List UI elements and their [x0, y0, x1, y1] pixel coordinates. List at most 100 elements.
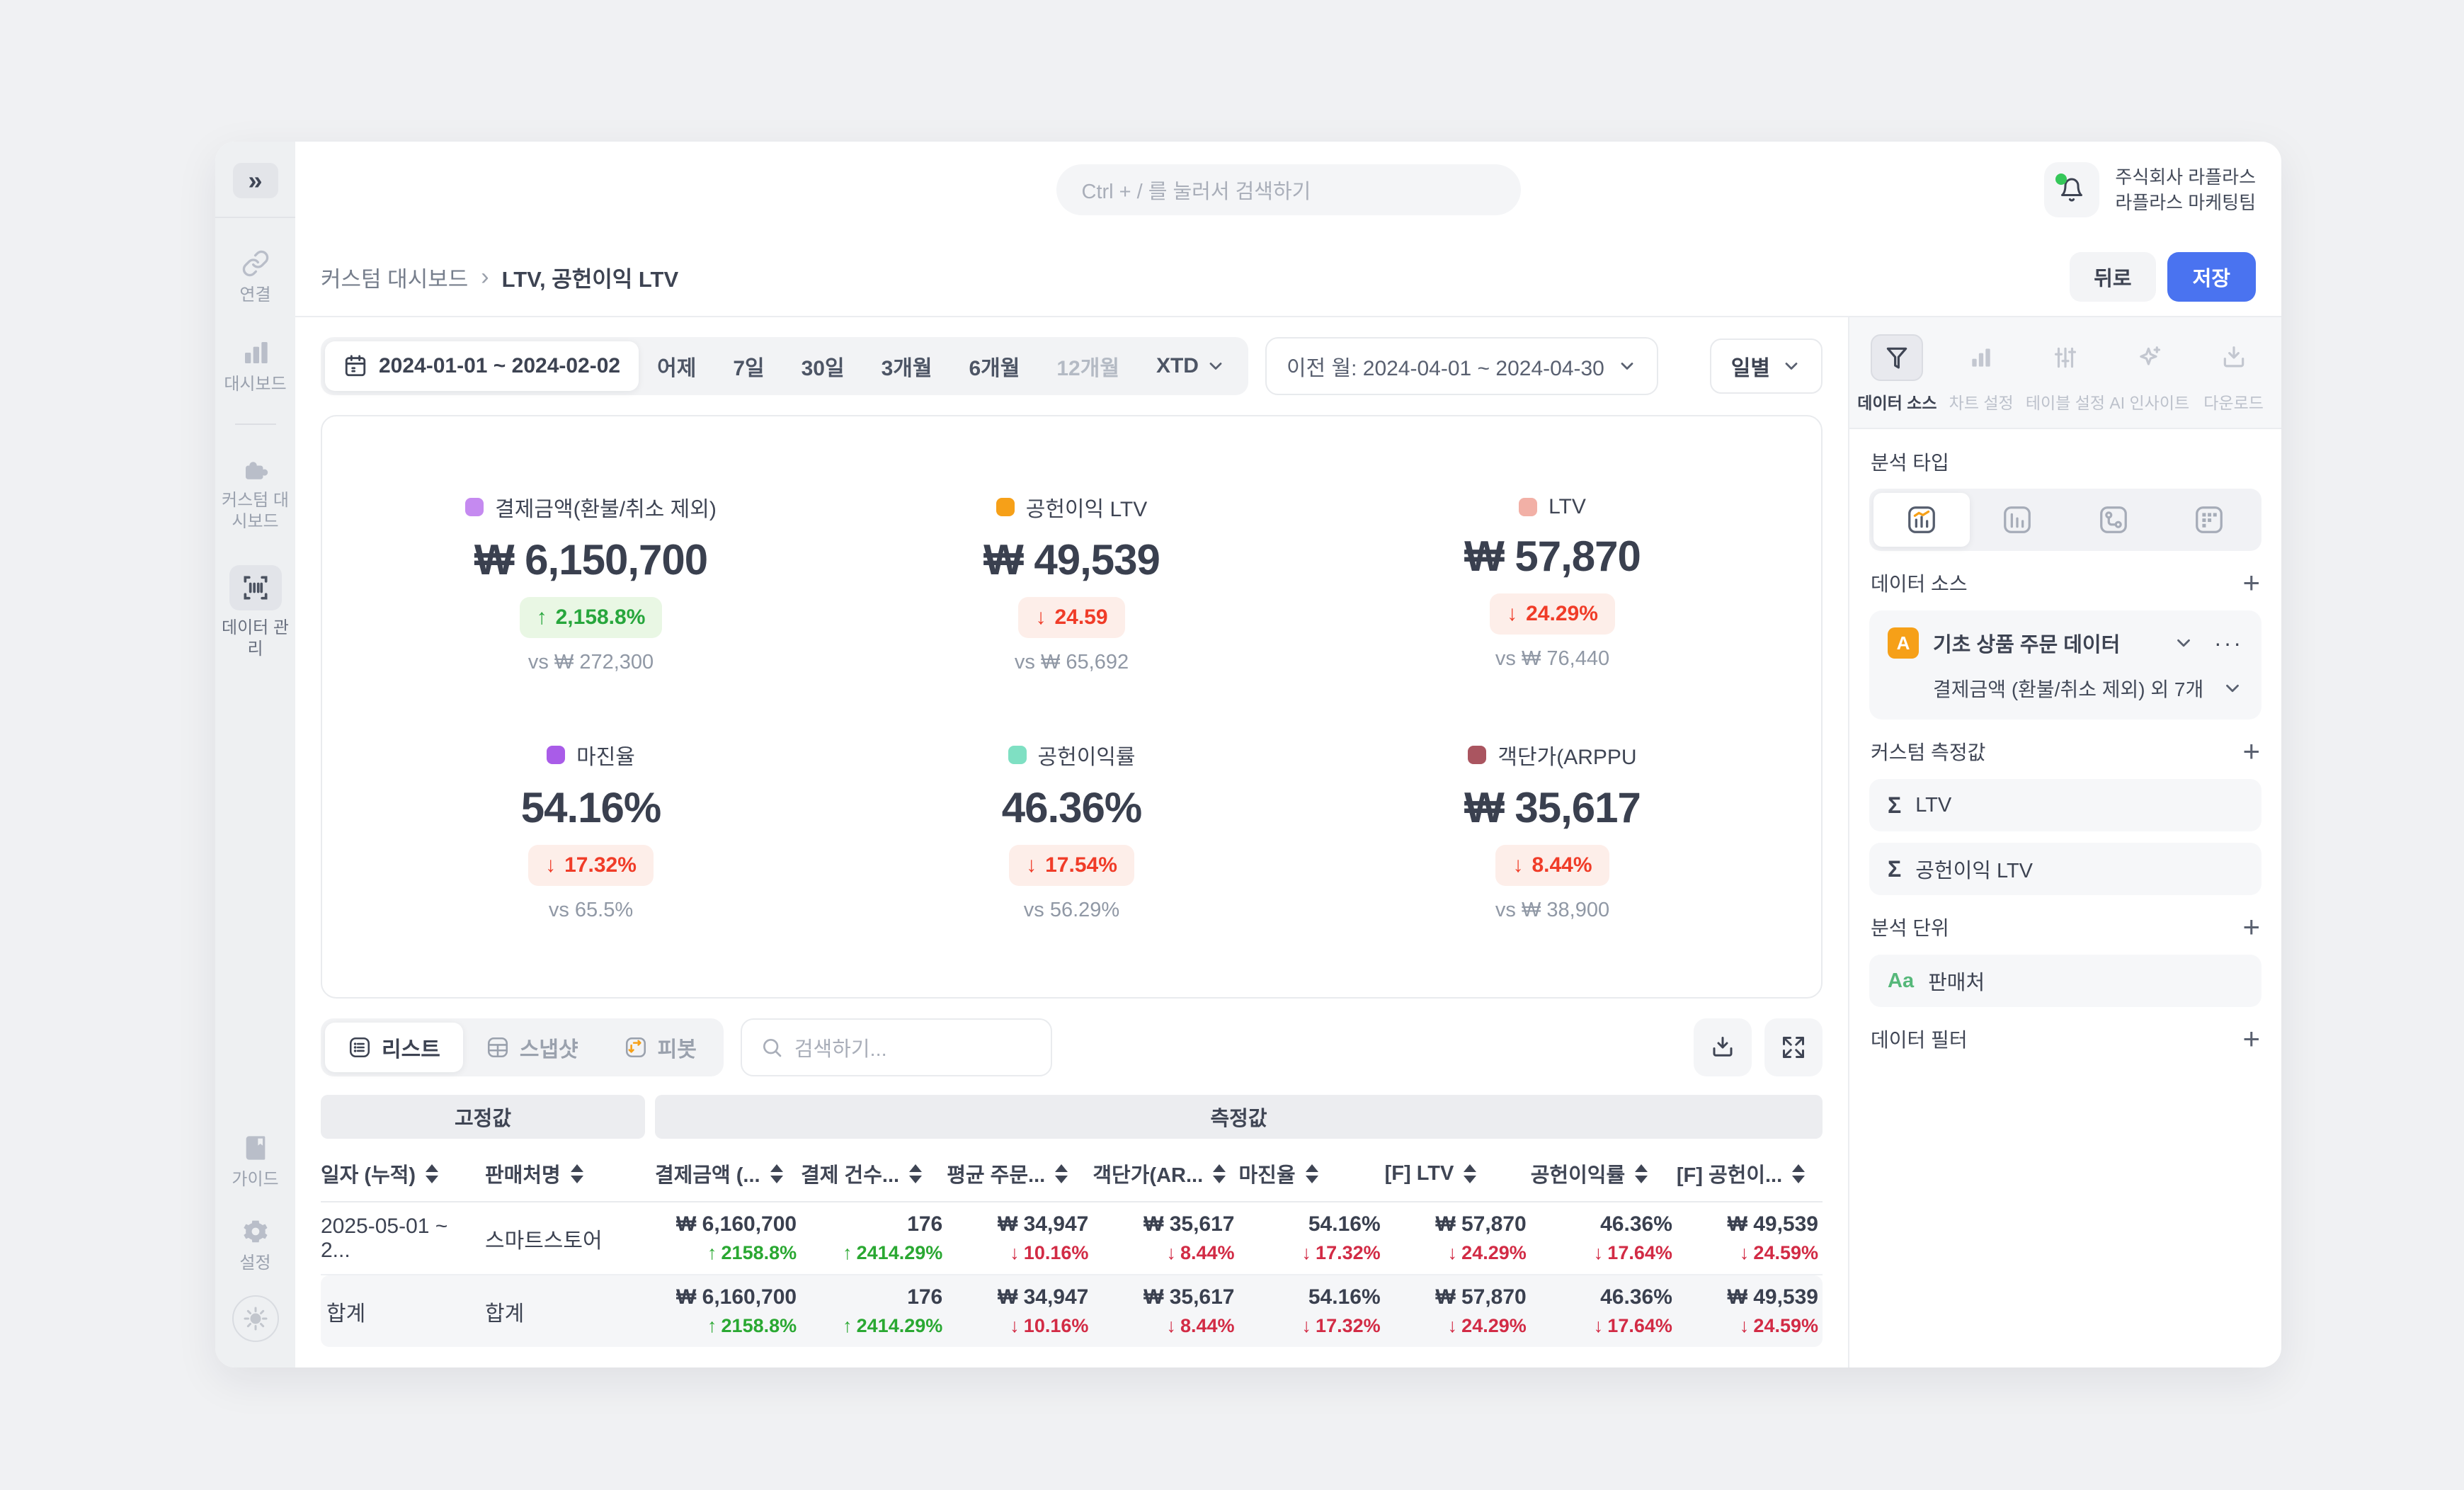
analysis-type-funnel-graph[interactable] — [2065, 493, 2162, 547]
trend-arrow-icon: ↓ — [1593, 1315, 1604, 1336]
kpi-value: ₩ 35,617 — [1464, 784, 1641, 831]
fullscreen-button[interactable] — [1764, 1018, 1823, 1076]
sort-icon[interactable] — [1464, 1164, 1477, 1183]
kpi-comparison: vs 56.29% — [1023, 899, 1120, 921]
column-header[interactable]: [F] LTV — [1385, 1162, 1531, 1185]
column-header[interactable]: 일자 (누적) — [321, 1159, 485, 1188]
panel-tab-ai-insight[interactable]: AI 인사이트 — [2107, 334, 2191, 414]
table-search-input[interactable]: 검색하기... — [740, 1018, 1052, 1076]
tab-snapshot[interactable]: 스냅샷 — [463, 1023, 601, 1072]
cell-metric: ₩ 6,160,700 ↑ 2158.8% — [676, 1212, 797, 1263]
tab-list[interactable]: 리스트 — [325, 1023, 463, 1072]
kpi-change-badge: ↑ 2,158.8% — [519, 597, 663, 638]
bell-icon — [2059, 177, 2084, 203]
chevron-down-icon[interactable] — [2173, 632, 2194, 654]
table-total-row[interactable]: 합계 합계 ₩ 6,160,700 ↑ 2158.8% 176 ↑ 2414.29% ₩… — [321, 1275, 1823, 1347]
custom-measure-item[interactable]: Σ LTV — [1869, 779, 2261, 831]
cell-metric: ₩ 34,947 ↓ 10.16% — [997, 1212, 1089, 1263]
preset-7d[interactable]: 7일 — [733, 357, 765, 380]
sidebar-item-connections[interactable]: 연결 — [215, 249, 295, 306]
compare-period-dropdown[interactable]: 이전 월: 2024-04-01 ~ 2024-04-30 — [1265, 337, 1658, 395]
theme-toggle-button[interactable] — [232, 1295, 279, 1342]
kpi-value: 46.36% — [1001, 784, 1142, 831]
sort-icon[interactable] — [1055, 1164, 1068, 1183]
date-range-value: 2024-01-01 ~ 2024-02-02 — [379, 354, 621, 377]
sidebar-mini-divider — [234, 423, 276, 425]
preset-xtd[interactable]: XTD — [1138, 354, 1244, 378]
notification-dot — [2055, 174, 2067, 185]
sort-icon[interactable] — [770, 1164, 783, 1183]
breadcrumb-parent[interactable]: 커스텀 대시보드 — [321, 266, 469, 292]
panel-tab-download[interactable]: 다운로드 — [2191, 334, 2276, 414]
analysis-unit-item[interactable]: Aa 판매처 — [1869, 955, 2261, 1007]
section-analysis-unit: 분석 단위 + — [1871, 910, 2260, 943]
bar-chart-icon — [241, 339, 270, 367]
more-options-icon[interactable]: ··· — [2214, 630, 2243, 656]
funnel-icon — [1883, 344, 1910, 371]
column-header[interactable]: 결제금액 (... — [655, 1159, 801, 1188]
dashboard-content: 2024-01-01 ~ 2024-02-02 어제 7일 30일 3개월 6개… — [295, 317, 1848, 1367]
preset-30d[interactable]: 30일 — [801, 357, 845, 380]
sidebar-item-custom-dashboard[interactable]: 커스텀 대시보드 — [215, 453, 295, 533]
cell-metric: ₩ 35,617 ↓ 8.44% — [1143, 1212, 1235, 1263]
panel-tab-table-settings[interactable]: 테이블 설정 — [2024, 334, 2108, 414]
date-range-button[interactable]: 2024-01-01 ~ 2024-02-02 — [325, 341, 639, 391]
notifications-button[interactable] — [2044, 162, 2100, 217]
column-header[interactable]: 공헌이익률 — [1531, 1159, 1677, 1188]
analysis-type-scorecard[interactable] — [1873, 493, 1970, 547]
back-button[interactable]: 뒤로 — [2070, 252, 2156, 302]
column-header[interactable]: 평균 주문... — [947, 1159, 1093, 1188]
download-table-button[interactable] — [1694, 1018, 1752, 1076]
tab-label: 리스트 — [382, 1038, 440, 1062]
add-analysis-unit-button[interactable]: + — [2242, 910, 2260, 943]
add-data-filter-button[interactable]: + — [2242, 1022, 2260, 1055]
chevron-down-icon[interactable] — [2222, 678, 2243, 699]
add-data-source-button[interactable]: + — [2242, 566, 2260, 599]
chevron-right-icon: › — [481, 263, 489, 290]
tab-pivot[interactable]: 피봇 — [601, 1023, 719, 1072]
group-header-fixed: 고정값 — [321, 1095, 645, 1139]
node-graph-icon — [2097, 504, 2130, 536]
sort-icon[interactable] — [1792, 1164, 1806, 1183]
column-header[interactable]: [F] 공헌이... — [1677, 1159, 1823, 1188]
global-search-input[interactable]: Ctrl + / 를 눌러서 검색하기 — [1056, 164, 1521, 215]
sidebar-item-dashboard[interactable]: 대시보드 — [215, 339, 295, 395]
trend-arrow-icon: ↓ — [1010, 1315, 1020, 1336]
cell-metric: ₩ 6,160,700 ↑ 2158.8% — [676, 1285, 797, 1336]
trend-arrow-icon: ↓ — [1035, 605, 1046, 629]
granularity-dropdown[interactable]: 일별 — [1709, 339, 1823, 394]
sidebar-item-label: 설정 — [239, 1253, 271, 1273]
breadcrumb-row: 커스텀 대시보드 › LTV, 공헌이익 LTV 뒤로 저장 — [295, 238, 2281, 317]
cell-date: 2025-05-01 ~ 2... — [321, 1214, 448, 1262]
analysis-type-bars[interactable] — [1970, 493, 2066, 547]
preset-6m[interactable]: 6개월 — [969, 357, 1020, 380]
sort-icon[interactable] — [426, 1164, 439, 1183]
table-group-header: 고정값 측정값 — [321, 1095, 1823, 1139]
workspace-info[interactable]: 주식회사 라플라스 라플라스 마케팅팀 — [2115, 164, 2256, 216]
column-header[interactable]: 객단가(AR... — [1093, 1159, 1238, 1188]
sidebar-expand-button[interactable]: » — [232, 163, 278, 198]
sidebar-item-data-management[interactable]: 데이터 관리 — [215, 565, 295, 660]
column-header[interactable]: 판매처명 — [485, 1159, 655, 1188]
sort-icon[interactable] — [570, 1164, 583, 1183]
sidebar-item-settings[interactable]: 설정 — [215, 1217, 295, 1274]
preset-yesterday[interactable]: 어제 — [657, 357, 697, 380]
panel-tab-data-source[interactable]: 데이터 소스 — [1855, 334, 1939, 414]
panel-tab-chart-settings[interactable]: 차트 설정 — [1939, 334, 2024, 414]
custom-measure-item[interactable]: Σ 공헌이익 LTV — [1869, 843, 2261, 895]
sort-icon[interactable] — [1635, 1164, 1648, 1183]
add-custom-measure-button[interactable]: + — [2242, 734, 2260, 768]
sort-icon[interactable] — [909, 1164, 923, 1183]
column-header[interactable]: 결제 건수... — [801, 1159, 947, 1188]
sidebar-item-guide[interactable]: 가이드 — [215, 1134, 295, 1190]
save-button[interactable]: 저장 — [2167, 252, 2256, 302]
trend-arrow-icon: ↓ — [1739, 1315, 1750, 1336]
sort-icon[interactable] — [1305, 1164, 1318, 1183]
table-row[interactable]: 2025-05-01 ~ 2... 스마트스토어 ₩ 6,160,700 ↑ 215… — [321, 1202, 1823, 1275]
preset-12m[interactable]: 12개월 — [1056, 357, 1119, 380]
gear-icon — [241, 1217, 270, 1246]
sort-icon[interactable] — [1213, 1164, 1226, 1183]
analysis-type-pivot[interactable] — [2162, 493, 2258, 547]
column-header[interactable]: 마진율 — [1239, 1159, 1385, 1188]
preset-3m[interactable]: 3개월 — [881, 357, 932, 380]
